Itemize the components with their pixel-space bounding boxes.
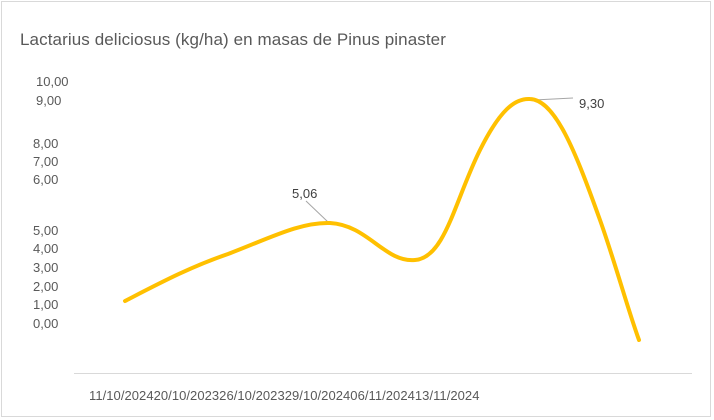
y-tick-label: 9,00 (36, 93, 62, 108)
y-tick-label: 8,00 (33, 136, 59, 151)
leader-line (305, 200, 329, 223)
y-tick-label: 4,00 (33, 241, 59, 256)
x-axis-labels: 11/10/202420/10/202326/10/202329/10/2024… (89, 388, 480, 403)
x-axis-line (74, 373, 692, 374)
y-tick-label: 2,00 (33, 279, 59, 294)
y-tick-label: 5,00 (33, 223, 59, 238)
chart-title: Lactarius deliciosus (kg/ha) en masas de… (20, 30, 446, 49)
y-tick-label: 10,00 (36, 74, 69, 89)
data-label-peak-2: 9,30 (579, 96, 605, 111)
y-tick-label: 1,00 (33, 297, 59, 312)
leader-line (533, 97, 574, 101)
data-label-peak-1: 5,06 (292, 186, 318, 201)
y-tick-label: 6,00 (33, 172, 59, 187)
y-tick-label: 7,00 (33, 154, 59, 169)
series-line (123, 96, 641, 342)
y-tick-label: 3,00 (33, 260, 59, 275)
y-tick-label: 0,00 (33, 316, 59, 331)
